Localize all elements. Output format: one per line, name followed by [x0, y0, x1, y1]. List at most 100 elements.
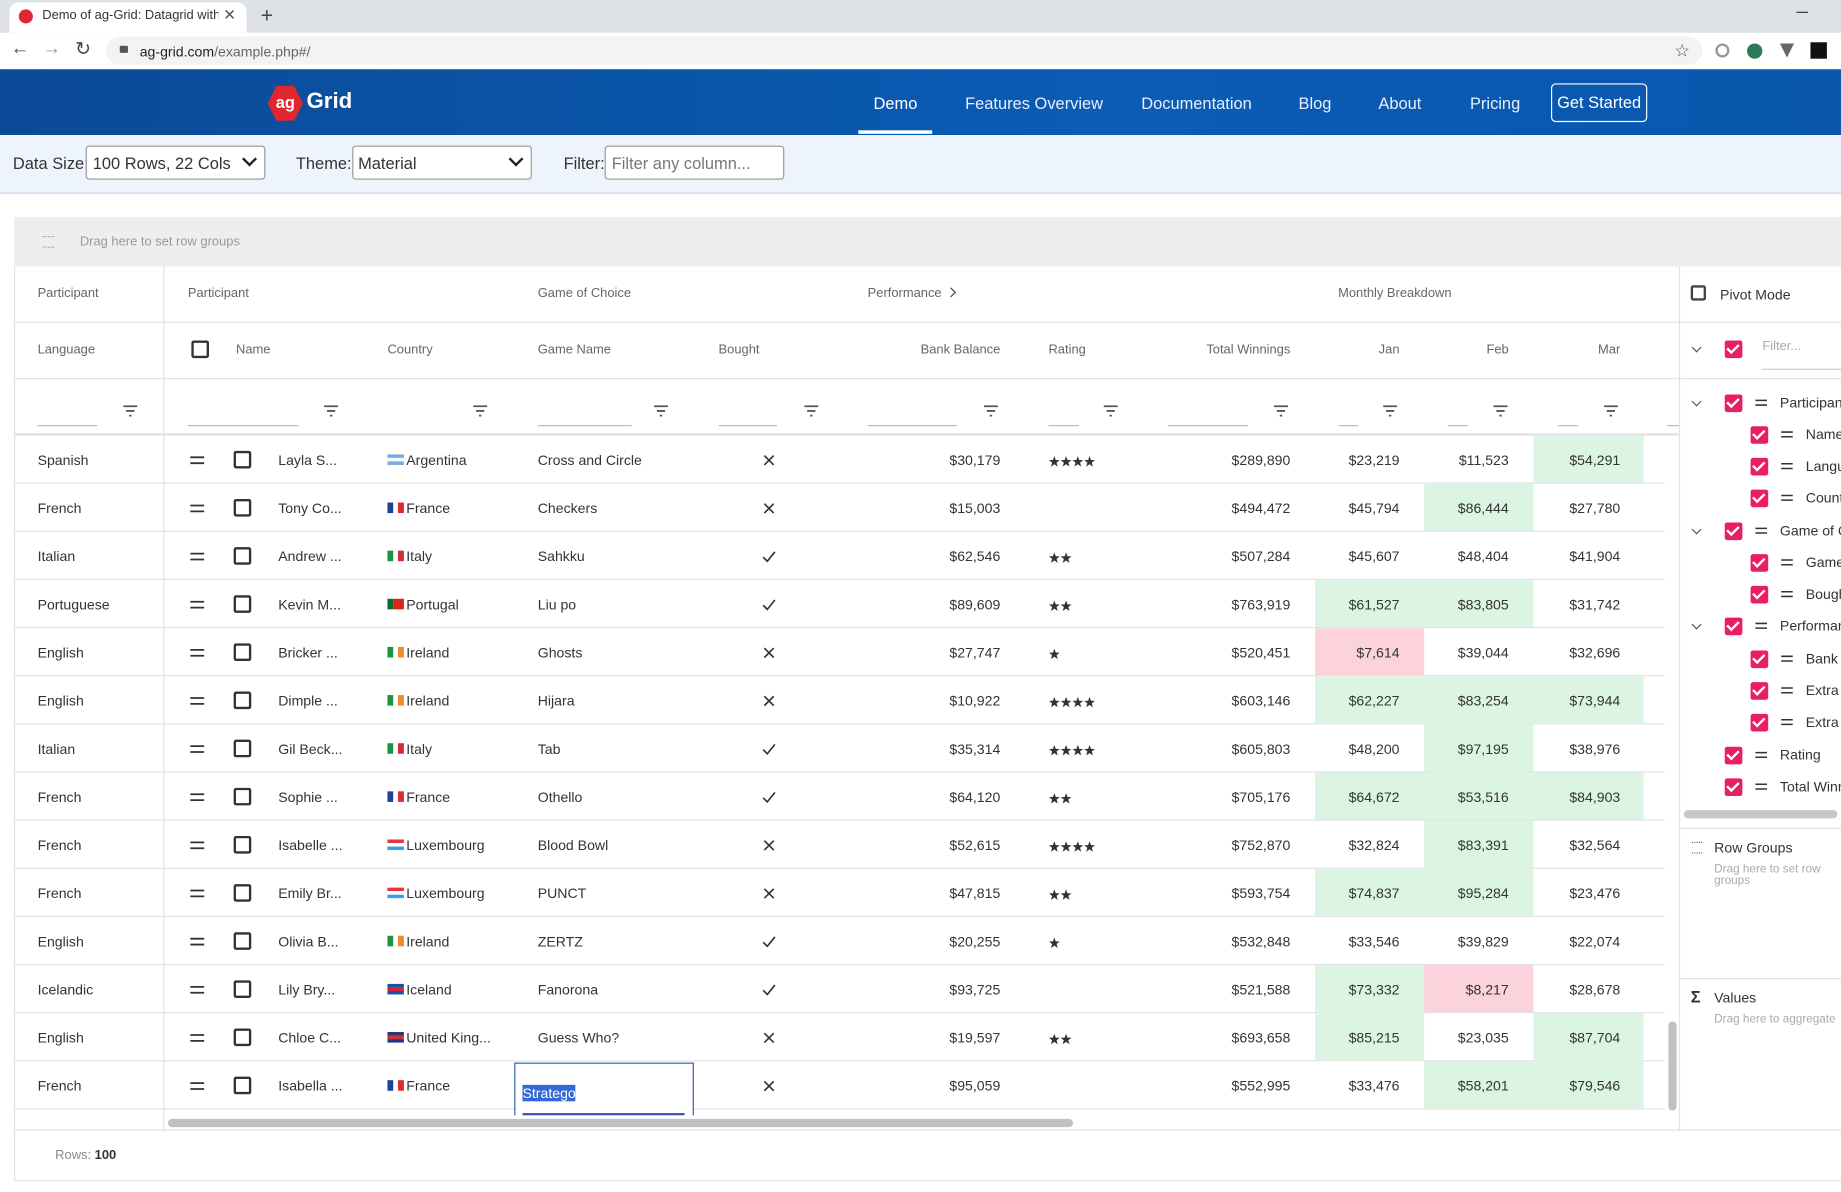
nav-link[interactable]: Features Overview [965, 93, 1104, 113]
column-header[interactable]: Jan [1378, 342, 1400, 357]
cell: $95,059 [949, 1077, 1001, 1095]
row-checkbox[interactable] [233, 595, 252, 613]
column-header[interactable]: Game Name [537, 342, 611, 357]
column-checkbox[interactable] [1750, 713, 1769, 732]
select[interactable] [85, 145, 266, 180]
drag-handle[interactable] [190, 841, 205, 850]
column-header[interactable]: Feb [1486, 342, 1509, 357]
column-checkbox[interactable] [1724, 778, 1743, 797]
tab-close[interactable]: ✕ [223, 5, 236, 24]
column-checkbox[interactable] [1724, 394, 1743, 413]
toolbar [0, 135, 1841, 194]
column-checkbox[interactable] [1750, 682, 1769, 700]
drag-handle[interactable] [190, 600, 205, 609]
tab[interactable] [9, 2, 247, 33]
cell: $28,678 [1569, 981, 1621, 998]
nav-link[interactable]: Demo [873, 93, 918, 113]
drag-handle[interactable] [190, 552, 205, 561]
nav-link[interactable]: Blog [1298, 93, 1332, 113]
drag-handle[interactable] [190, 1033, 205, 1042]
row-checkbox[interactable] [233, 1028, 252, 1047]
row-checkbox[interactable] [233, 1076, 252, 1095]
ext-icon[interactable] [1747, 43, 1763, 59]
group-header: Participant [37, 286, 99, 301]
cell: $84,903 [1569, 788, 1621, 806]
drag-handle[interactable] [190, 456, 205, 465]
pinned-divider [163, 266, 165, 1130]
grid-body: Spanish Layla S... Argentina Cross and Circ… [0, 435, 1679, 1116]
column-checkbox[interactable] [1750, 554, 1769, 572]
drag-handle[interactable] [190, 648, 205, 657]
header-checkbox[interactable] [191, 340, 209, 359]
nav-link[interactable]: Documentation [1141, 93, 1252, 113]
row-checkbox[interactable] [233, 547, 252, 565]
row-checkbox[interactable] [233, 450, 252, 469]
ext-icon[interactable] [1779, 43, 1795, 58]
column-header[interactable]: Bought [718, 342, 760, 357]
row-checkbox[interactable] [233, 980, 252, 998]
filter-input[interactable] [604, 145, 785, 180]
bookmark-star[interactable]: ☆ [1674, 41, 1691, 62]
cta-button[interactable]: Get Started [1550, 83, 1648, 123]
drag-handle[interactable] [190, 793, 205, 802]
cell-highlight [1314, 772, 1425, 820]
new-tab[interactable]: + [260, 3, 273, 28]
logo-badge[interactable]: ag [267, 85, 303, 121]
column-header[interactable]: Bank Balance [920, 342, 1001, 357]
row-checkbox[interactable] [233, 835, 252, 854]
column-checkbox[interactable] [1750, 457, 1769, 476]
column-filter-placeholder: Filter... [1762, 339, 1802, 354]
column-header[interactable]: Rating [1048, 342, 1086, 357]
cell: $45,607 [1348, 548, 1400, 565]
ext-icon[interactable] [1810, 42, 1827, 59]
select[interactable] [352, 145, 532, 180]
drag-handle[interactable] [190, 889, 205, 898]
column-checkbox[interactable] [1750, 489, 1769, 508]
column-checkbox[interactable] [1750, 426, 1769, 444]
cell: $33,546 [1348, 933, 1400, 950]
back[interactable]: ← [10, 38, 30, 59]
h-scrollbar[interactable] [167, 1118, 1074, 1128]
reload[interactable]: ↻ [75, 39, 91, 60]
cell: Fanorona [537, 981, 599, 998]
column-header[interactable]: Country [387, 342, 433, 357]
drag-handle[interactable] [190, 744, 205, 753]
flag-stripe [387, 502, 393, 514]
column-header[interactable]: Language [37, 342, 96, 357]
row-checkbox[interactable] [233, 739, 252, 758]
row-checkbox[interactable] [233, 787, 252, 806]
drag-handle[interactable] [190, 504, 205, 513]
column-checkbox[interactable] [1750, 650, 1769, 669]
row-checkbox[interactable] [233, 932, 252, 950]
nav-link[interactable]: Pricing [1469, 93, 1521, 113]
minimize[interactable] [1796, 11, 1809, 13]
drag-handle[interactable] [190, 937, 205, 946]
drag-handle[interactable] [190, 696, 205, 705]
row-checkbox[interactable] [233, 498, 252, 517]
column-checkbox[interactable] [1750, 585, 1769, 604]
column-header[interactable]: Total Winnings [1206, 342, 1291, 357]
column-header[interactable]: Name [235, 342, 271, 357]
row-checkbox[interactable] [233, 884, 252, 902]
omnibox[interactable] [105, 36, 1703, 65]
cell-editing[interactable]: Stratego [522, 1084, 576, 1102]
column-checkbox[interactable] [1724, 746, 1743, 765]
cell: $93,725 [949, 981, 1001, 998]
cell: $30,179 [949, 452, 1001, 469]
row-checkbox[interactable] [233, 643, 252, 662]
column-tree-label: Extra [1805, 682, 1839, 699]
pivot-checkbox[interactable] [1690, 285, 1706, 301]
logo[interactable]: Grid [306, 89, 353, 114]
column-header[interactable]: Mar [1598, 342, 1621, 357]
column-checkbox[interactable] [1724, 617, 1743, 636]
ext-icon[interactable] [1715, 43, 1730, 58]
nav-link[interactable]: About [1378, 93, 1422, 113]
column-checkbox[interactable] [1724, 522, 1743, 541]
forward[interactable]: → [42, 38, 62, 59]
drag-handle[interactable] [190, 1081, 205, 1090]
select-all-checkbox[interactable] [1724, 340, 1743, 359]
url[interactable]: ag-grid.com/example.php#/ [140, 43, 311, 59]
row-checkbox[interactable] [233, 691, 252, 710]
v-scrollbar[interactable] [1668, 1021, 1677, 1111]
drag-handle[interactable] [190, 985, 205, 994]
